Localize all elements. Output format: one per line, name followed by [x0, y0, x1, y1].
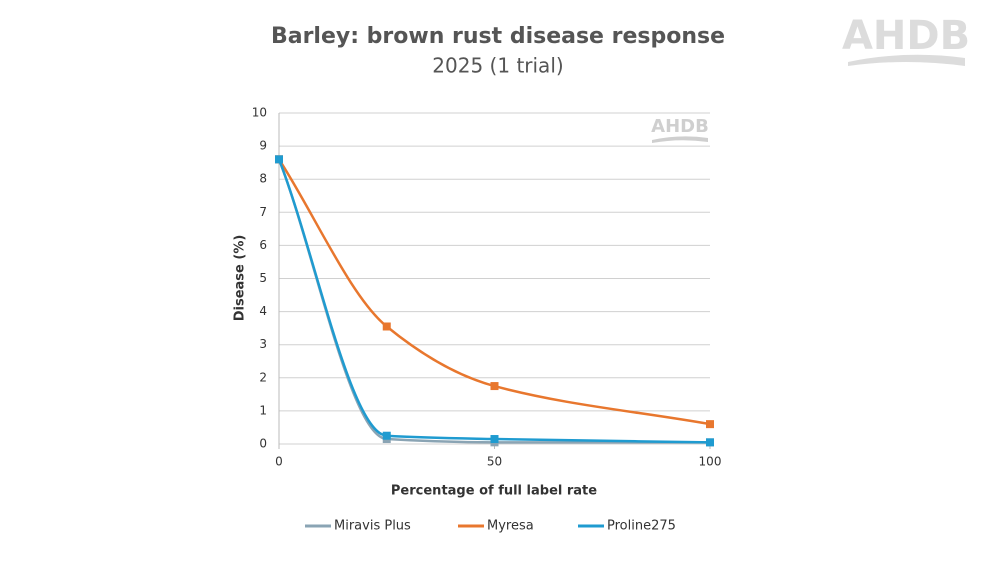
marker [382, 431, 391, 440]
marker [490, 435, 499, 444]
watermark: AHDB [651, 116, 709, 137]
marker [382, 322, 391, 331]
y-tick-label: 2 [259, 370, 267, 384]
marker [706, 438, 714, 447]
legend-label: Myresa [487, 519, 534, 534]
marker [490, 382, 499, 391]
y-tick-label: 8 [259, 172, 267, 186]
legend-label: Miravis Plus [334, 519, 411, 534]
y-tick-label: 1 [259, 403, 267, 417]
y-axis-label: Disease (%) [233, 235, 248, 322]
fit-curve [277, 158, 711, 426]
x-axis-label: Percentage of full label rate [391, 484, 597, 499]
chart-title: Barley: brown rust disease response [271, 24, 725, 49]
logo-swoosh [848, 54, 965, 66]
chart-subtitle: 2025 (1 trial) [432, 54, 563, 78]
y-tick-label: 0 [259, 437, 267, 451]
marker [275, 155, 283, 164]
y-tick-label: 9 [259, 139, 267, 153]
marker [706, 420, 714, 429]
y-tick-label: 6 [259, 238, 267, 252]
y-tick-label: 7 [259, 205, 267, 219]
x-tick-label: 100 [699, 455, 722, 469]
fit-curve [277, 158, 710, 444]
y-tick-label: 5 [259, 271, 267, 285]
y-tick-label: 3 [259, 337, 267, 351]
x-tick-label: 50 [487, 455, 502, 469]
watermark-swoosh [652, 136, 708, 143]
y-tick-label: 4 [259, 304, 267, 318]
legend-label: Proline275 [607, 519, 676, 534]
logo: AHDB [842, 13, 970, 59]
fit-curve [277, 158, 711, 444]
x-tick-label: 0 [275, 455, 283, 469]
y-tick-label: 10 [252, 106, 267, 120]
